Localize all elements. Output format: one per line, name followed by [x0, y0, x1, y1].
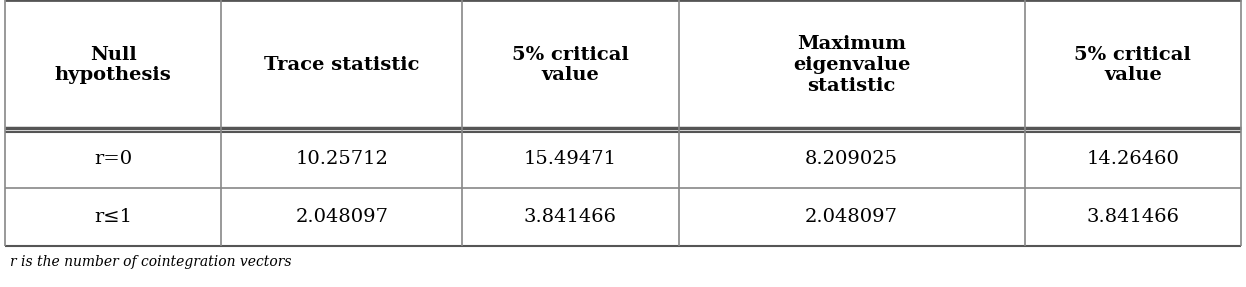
Text: r=0: r=0: [95, 150, 132, 168]
Text: 3.841466: 3.841466: [1087, 208, 1180, 226]
Text: 14.26460: 14.26460: [1087, 150, 1179, 168]
Text: 15.49471: 15.49471: [525, 150, 617, 168]
Text: 10.25712: 10.25712: [295, 150, 389, 168]
Text: 2.048097: 2.048097: [295, 208, 389, 226]
Text: 5% critical
value: 5% critical value: [512, 46, 629, 84]
Text: 5% critical
value: 5% critical value: [1074, 46, 1191, 84]
Text: 2.048097: 2.048097: [805, 208, 898, 226]
Text: Trace statistic: Trace statistic: [264, 56, 420, 74]
Text: Maximum
eigenvalue
statistic: Maximum eigenvalue statistic: [792, 35, 911, 95]
Text: r is the number of cointegration vectors: r is the number of cointegration vectors: [10, 255, 292, 269]
Text: 8.209025: 8.209025: [805, 150, 898, 168]
Text: 3.841466: 3.841466: [525, 208, 617, 226]
Text: r≤1: r≤1: [95, 208, 132, 226]
Text: Null
hypothesis: Null hypothesis: [55, 46, 172, 84]
